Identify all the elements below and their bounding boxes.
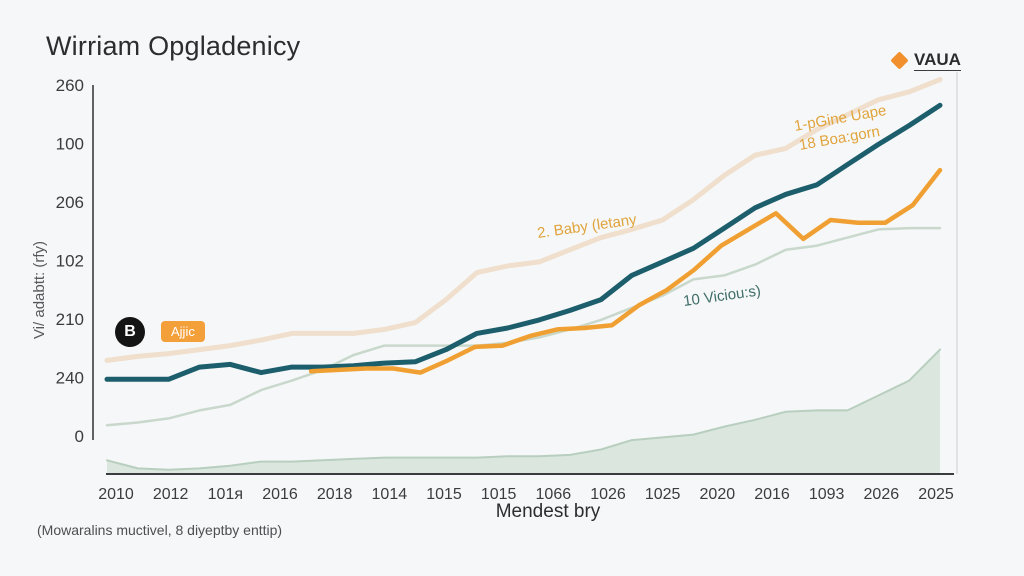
legend-label: VAUA (914, 50, 961, 71)
x-tick-label: 1066 (536, 486, 572, 503)
b-logo-icon: B (115, 317, 145, 347)
x-tick-label: 2026 (864, 486, 900, 503)
x-tick-label: 1025 (645, 486, 681, 503)
y-tick-label: 260 (56, 76, 84, 95)
x-axis-label: Mendest bry (496, 501, 601, 522)
x-tick-label: 2018 (317, 486, 353, 503)
annotation-label: 2. Baby (letany (536, 211, 638, 242)
series-line-teal (104, 102, 943, 382)
footnote: (Mowaralins muctivel, 8 diyeptby enttip) (37, 522, 283, 538)
x-tick-label: 1014 (372, 486, 408, 503)
series-line-beige-trend (104, 77, 943, 363)
series-badge: Ajjic (161, 321, 205, 342)
series-area-green-area (107, 349, 940, 474)
y-tick-label: 240 (56, 369, 84, 388)
y-tick-label: 206 (56, 193, 84, 212)
series-line-green-area (106, 348, 941, 471)
y-axis-label: Vi/ adabtt: (rfy) (31, 241, 48, 339)
series-layer (104, 77, 943, 474)
x-tick-labels: 2010 2012 101ᴙ 2016 2018 1014 1015 1015 1066 1026… (98, 486, 954, 503)
x-tick-label: 2012 (153, 486, 189, 503)
y-tick-label: 102 (56, 252, 84, 271)
series-line-light-green (105, 226, 942, 427)
x-tick-label: 2020 (700, 486, 736, 503)
annotation-label: 10 Viciou:s) (682, 282, 762, 310)
y-tick-label: 0 (75, 427, 84, 446)
y-tick-label: 100 (56, 135, 84, 154)
x-tick-label: 1026 (590, 486, 626, 503)
x-tick-label: 1015 (426, 486, 462, 503)
x-tick-label: 101ᴙ (208, 486, 243, 503)
x-tick-label: 1015 (481, 486, 517, 503)
chart-title: Wirriam Opgladenicy (46, 31, 301, 61)
x-tick-label: 2010 (98, 486, 134, 503)
x-tick-label: 2016 (754, 486, 790, 503)
x-tick-label: 1093 (809, 486, 845, 503)
x-tick-label: 2025 (918, 486, 954, 503)
x-tick-label: 2016 (262, 486, 298, 503)
y-tick-label: 210 (56, 310, 84, 329)
y-tick-labels: 260 100 206 102 210 240 0 (56, 76, 84, 446)
legend: VAUA (890, 50, 961, 71)
series-line-orange (308, 167, 943, 375)
